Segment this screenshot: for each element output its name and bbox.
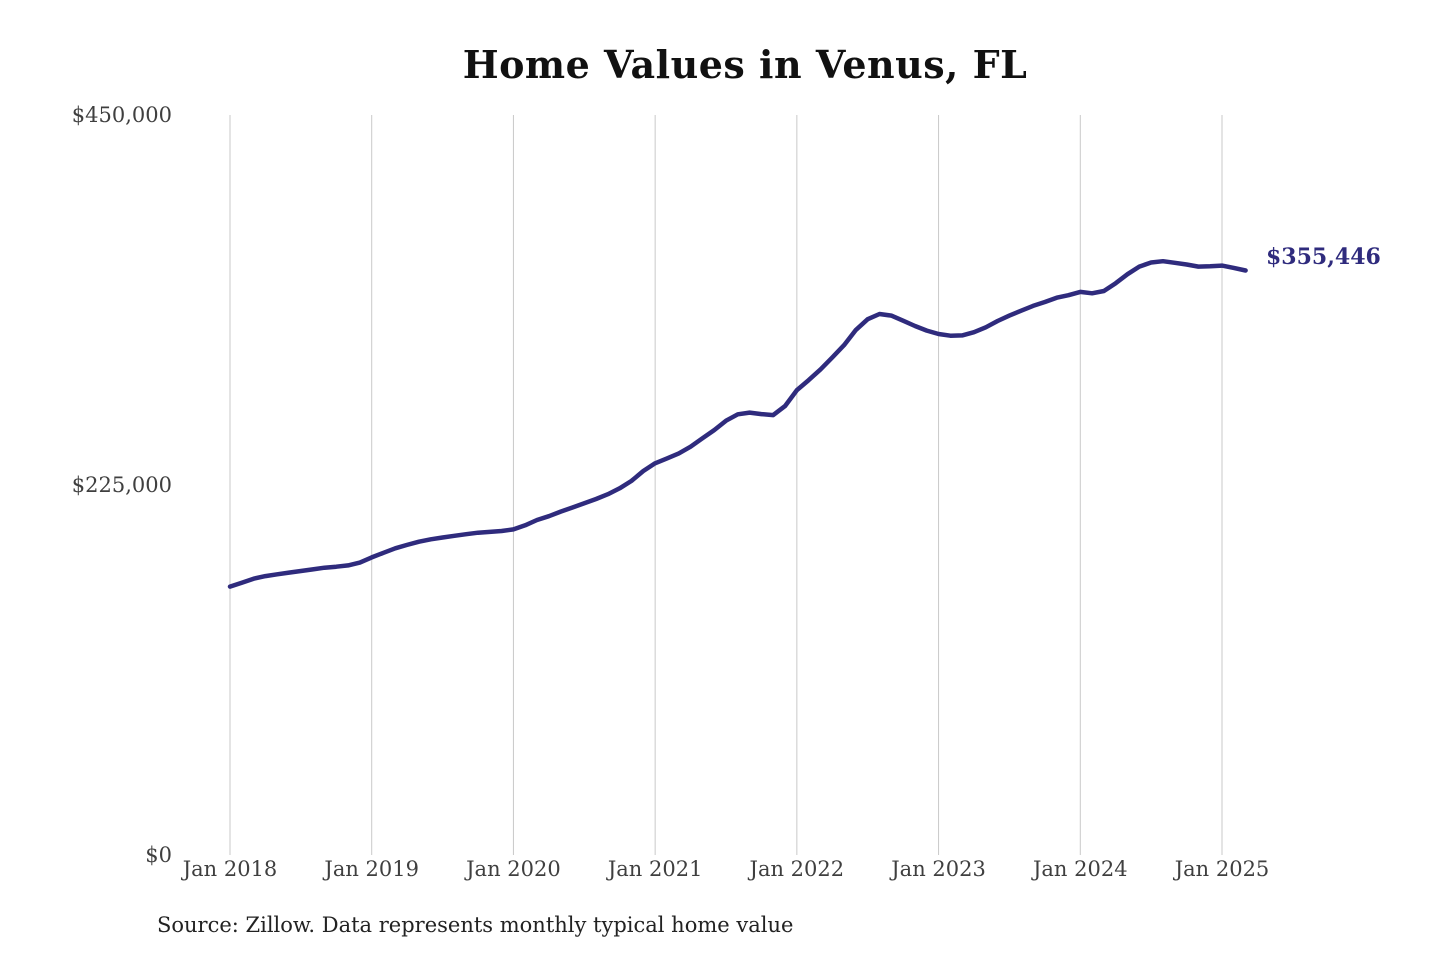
x-tick-label: Jan 2022 (749, 857, 845, 881)
y-tick-label: $0 (145, 843, 172, 867)
x-tick-label: Jan 2021 (607, 857, 703, 881)
y-tick-label: $450,000 (71, 103, 172, 127)
x-tick-label: Jan 2024 (1032, 857, 1128, 881)
latest-value-label: $355,446 (1266, 244, 1381, 270)
x-tick-label: Jan 2018 (182, 857, 278, 881)
chart-title: Home Values in Venus, FL (462, 42, 1028, 87)
x-tick-label: Jan 2019 (324, 857, 419, 881)
y-tick-label: $225,000 (71, 473, 172, 497)
x-tick-label: Jan 2025 (1174, 857, 1270, 881)
source-note: Source: Zillow. Data represents monthly … (157, 913, 794, 937)
home-value-line (227, 258, 1248, 589)
x-tick-label: Jan 2023 (891, 857, 986, 881)
x-tick-label: Jan 2020 (466, 857, 561, 881)
